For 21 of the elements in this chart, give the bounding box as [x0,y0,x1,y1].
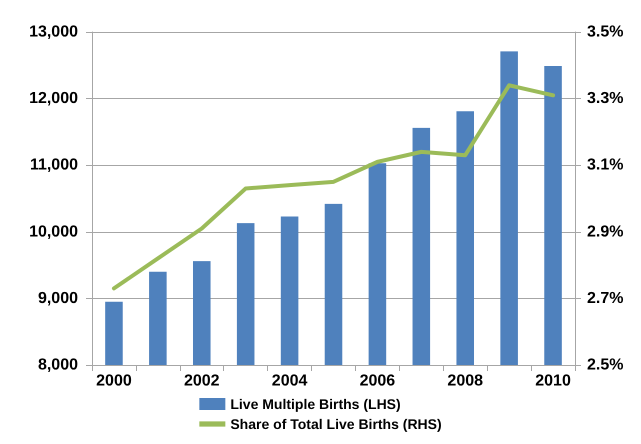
y-tick-label: 11,000 [30,156,78,174]
line-series [112,83,556,290]
y-tick-label: 10,000 [29,223,78,240]
x-tick-label: 2010 [535,372,571,390]
legend-label: Live Multiple Births (LHS) [230,396,401,412]
y-tick-label: 9,000 [38,290,78,307]
y2-tick-label: 2.7% [587,290,624,307]
x-tick-label: 2004 [272,372,308,390]
y2-tick-label: 3.1% [587,156,624,174]
x-tick-label: 2008 [447,372,484,390]
y-tick-label: 12,000 [29,90,78,108]
y2-tick-label: 3.5% [587,24,624,40]
x-tick-label: 2006 [360,372,396,390]
y2-tick-label: 3.3% [587,90,624,108]
x-tick-label: 2000 [96,372,132,390]
y-tick-label: 8,000 [38,356,78,374]
legend-label: Share of Total Live Births (RHS) [230,416,442,432]
y2-tick-label: 2.5% [587,356,624,374]
x-tick-label: 2002 [184,372,220,390]
y2-tick-label: 2.9% [587,223,624,240]
y-tick-label: 13,000 [29,24,78,40]
